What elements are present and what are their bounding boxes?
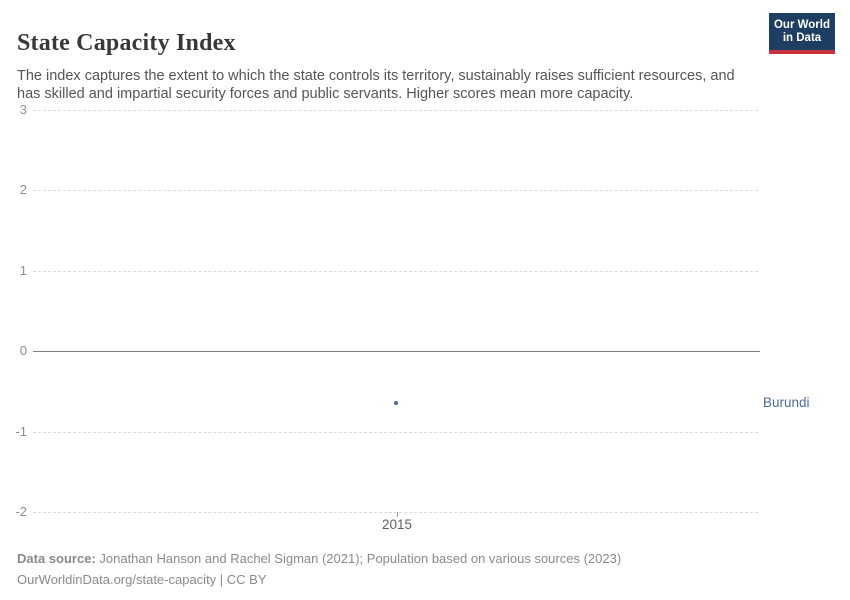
- y-tick-label-2: 2: [19, 182, 27, 197]
- gridline-neg2: [33, 512, 758, 513]
- license-label: CC BY: [226, 572, 267, 587]
- page-title: State Capacity Index: [17, 30, 236, 57]
- license-line: OurWorldinData.org/state-capacity | CC B…: [17, 569, 621, 590]
- y-tick-label-neg2: -2: [15, 504, 27, 519]
- data-source-text: Jonathan Hanson and Rachel Sigman (2021)…: [99, 551, 622, 566]
- x-tick-mark-2015: [397, 512, 398, 517]
- y-tick-label-3: 3: [19, 102, 27, 117]
- data-point-burundi-2015[interactable]: [394, 401, 398, 405]
- y-tick-label-neg1: -1: [15, 424, 27, 439]
- data-source-line: Data source: Jonathan Hanson and Rachel …: [17, 548, 621, 569]
- entity-label-burundi[interactable]: Burundi: [763, 395, 810, 410]
- owid-logo[interactable]: Our World in Data: [769, 13, 835, 54]
- owid-logo-line2: in Data: [782, 32, 822, 44]
- y-tick-label-1: 1: [19, 263, 27, 278]
- chart-footer: Data source: Jonathan Hanson and Rachel …: [17, 548, 621, 590]
- gridline-2: [33, 190, 758, 191]
- gridline-1: [33, 271, 758, 272]
- gridline-neg1: [33, 432, 758, 433]
- owid-logo-red-stripe: [769, 50, 835, 54]
- chart-subtitle: The index captures the extent to which t…: [17, 67, 735, 103]
- owid-logo-line1: Our World: [773, 19, 830, 31]
- gridline-3: [33, 110, 758, 111]
- data-source-label: Data source:: [17, 551, 96, 566]
- x-tick-label-2015: 2015: [381, 517, 413, 532]
- y-tick-label-0: 0: [19, 343, 27, 358]
- owid-url-link[interactable]: OurWorldinData.org/state-capacity: [17, 572, 217, 587]
- owid-logo-text: Our World in Data: [769, 13, 835, 50]
- footer-separator: |: [216, 572, 227, 587]
- gridline-zero: [33, 351, 760, 352]
